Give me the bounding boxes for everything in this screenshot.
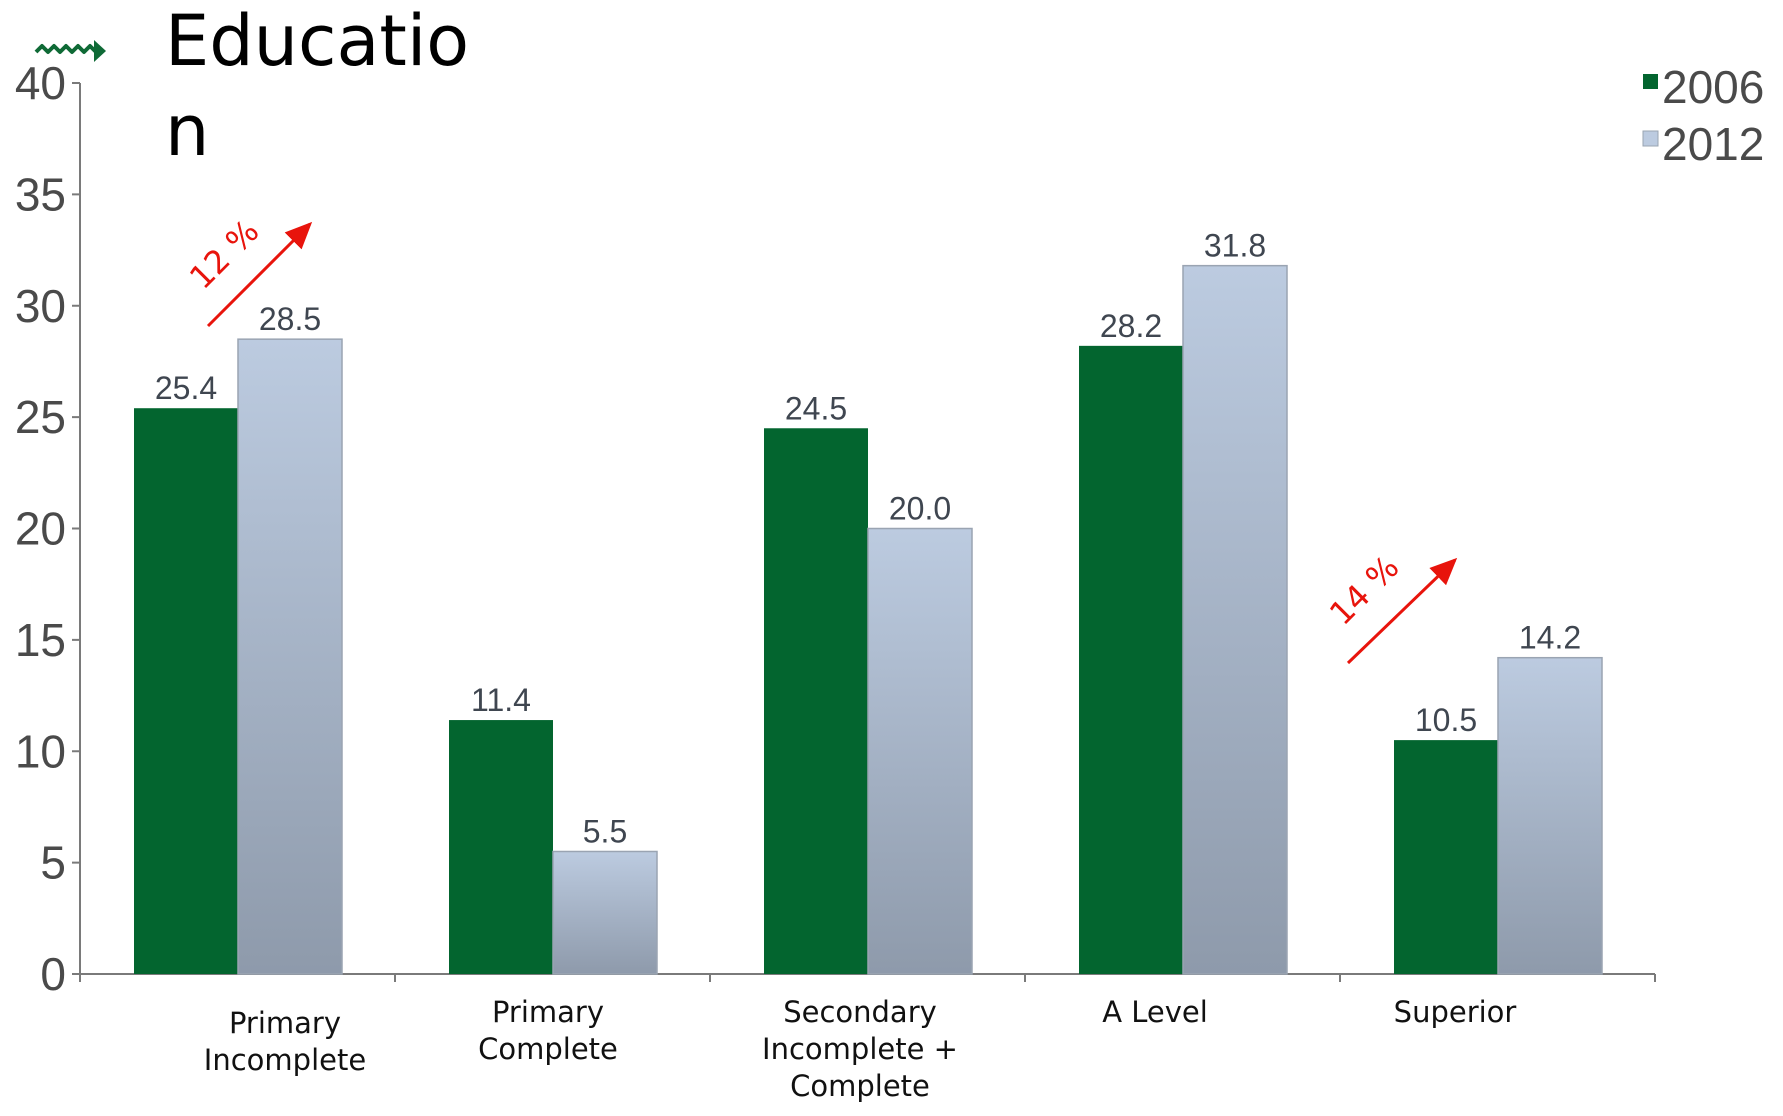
value-label-2012-0: 28.5 (259, 301, 321, 337)
value-labels: 25.4 11.4 24.5 28.2 10.5 28.5 5.5 20.0 31.8 14.2 (155, 228, 1581, 850)
bar-2012-1 (552, 850, 658, 975)
y-tick-label: 15 (15, 614, 66, 666)
y-tick-label: 35 (15, 168, 66, 220)
value-label-2012-4: 14.2 (1519, 620, 1581, 656)
category-label: Primary (229, 1006, 341, 1040)
annotation-label: 12 % (182, 212, 266, 296)
bar-2012-3 (1182, 264, 1288, 975)
y-tick-label: 30 (15, 280, 66, 332)
bar-2006-1 (449, 720, 553, 974)
y-tick-label: 5 (40, 837, 66, 889)
bar-2012-4 (1497, 656, 1603, 975)
category-label: Primary (492, 995, 604, 1029)
x-axis (79, 973, 1656, 982)
category-labels: PrimaryIncompletePrimaryCompleteSecondar… (204, 995, 1517, 1103)
category-label: Secondary (783, 995, 937, 1029)
y-axis: 0 5 10 15 20 25 30 35 40 (15, 57, 81, 1000)
y-tick-label: 0 (40, 948, 66, 1000)
y-tick-label: 10 (15, 725, 66, 777)
bar-2012-0 (237, 338, 343, 975)
category-label: A Level (1102, 995, 1208, 1029)
bar-2012-2 (867, 527, 973, 975)
annotation-arrow (1346, 557, 1458, 665)
category-label: Incomplete + (762, 1032, 958, 1066)
category-label: Superior (1394, 995, 1517, 1029)
value-label-2012-2: 20.0 (889, 491, 951, 527)
chart-title-line2: n (165, 90, 209, 172)
category-label: Complete (790, 1069, 930, 1103)
bar-2006-2 (764, 428, 868, 974)
y-tick-label: 40 (15, 57, 66, 109)
bar-2006-3 (1079, 345, 1183, 975)
y-tick-label: 20 (15, 503, 66, 555)
legend-swatch-2012 (1642, 130, 1659, 147)
bars (134, 264, 1603, 975)
logo-arrow-head (94, 40, 106, 62)
logo-icon (34, 40, 106, 62)
annotation-arrow (206, 221, 313, 328)
green-zigzag-arrow-icon (34, 44, 98, 54)
chart-title-line1: Educatio (165, 0, 469, 82)
category-label: Complete (478, 1032, 618, 1066)
value-label-2006-3: 28.2 (1100, 308, 1162, 344)
value-label-2012-1: 5.5 (583, 813, 627, 849)
bar-2006-0 (134, 408, 238, 975)
value-label-2006-1: 11.4 (471, 682, 531, 718)
value-label-2006-0: 25.4 (155, 370, 217, 406)
value-label-2006-4: 10.5 (1415, 702, 1477, 738)
legend-label-2012: 2012 (1662, 118, 1764, 170)
legend-swatch-2006 (1643, 74, 1658, 89)
y-tick-label: 25 (15, 391, 66, 443)
legend-label-2006: 2006 (1662, 61, 1764, 113)
bar-2006-4 (1394, 740, 1498, 974)
value-label-2006-2: 24.5 (785, 390, 847, 426)
value-label-2012-3: 31.8 (1204, 228, 1266, 264)
category-label: Incomplete (204, 1043, 366, 1077)
